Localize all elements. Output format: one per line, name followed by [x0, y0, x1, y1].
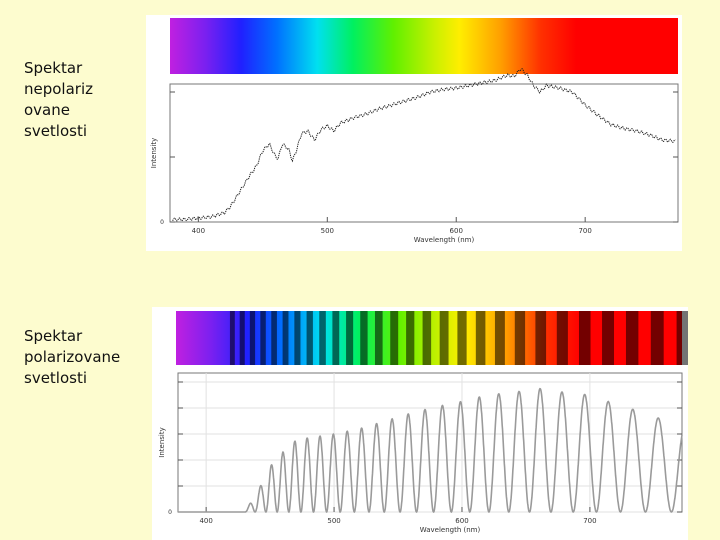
dark-band [578, 311, 591, 365]
dark-band [514, 311, 526, 365]
dark-band [271, 311, 277, 365]
dark-band [249, 311, 256, 365]
dark-band [556, 311, 568, 365]
spectrum-bar [170, 18, 678, 74]
y-axis-label: Intensity [158, 427, 166, 457]
x-tick-label: 400 [199, 517, 212, 525]
dark-band [457, 311, 467, 365]
x-tick-label: 700 [583, 517, 596, 525]
x-axis-label: Wavelength (nm) [420, 526, 481, 534]
dark-band [439, 311, 449, 365]
plot-frame [169, 83, 679, 223]
dark-band [676, 311, 688, 365]
dark-band [260, 311, 266, 365]
x-tick-label: 500 [321, 227, 334, 235]
dark-band [294, 311, 301, 365]
dark-band [239, 311, 245, 365]
x-tick-label: 400 [192, 227, 205, 235]
spectrum-line [172, 68, 676, 222]
polarized-spectrum-chart: 400 500 600 700 0 Wavelength (nm) Intensity [158, 311, 688, 534]
dark-band [406, 311, 415, 365]
dark-band [332, 311, 340, 365]
unpolarized-spectrum-label: Spektar nepolariz ovane svetlosti [24, 59, 94, 140]
y-axis-label: Intensity [150, 138, 158, 168]
interference-bands [229, 311, 688, 365]
x-axis-label: Wavelength (nm) [414, 236, 475, 244]
dark-band [282, 311, 289, 365]
x-tick-label: 500 [327, 517, 340, 525]
unpolarized-spectrum-figure: 400 500 600 700 0 Wavelength (nm) Intensity [146, 15, 682, 251]
dark-band [625, 311, 639, 365]
dark-band [494, 311, 505, 365]
dark-band [346, 311, 354, 365]
polarized-spectrum-figure: 400 500 600 700 0 Wavelength (nm) Intensity [152, 307, 688, 540]
dark-band [475, 311, 486, 365]
dark-band [306, 311, 313, 365]
dark-band [390, 311, 399, 365]
dark-band [650, 311, 664, 365]
dark-band [360, 311, 368, 365]
unpolarized-spectrum-chart: 400 500 600 700 0 Wavelength (nm) Intensity [150, 18, 679, 244]
y-tick-label: 0 [168, 509, 172, 516]
dark-band [374, 311, 383, 365]
x-tick-label: 600 [450, 227, 463, 235]
fringe-line [178, 387, 683, 514]
polarized-spectrum-label: Spektar polarizovane svetlosti [24, 327, 121, 387]
plot-frame [177, 372, 683, 513]
dark-band [229, 311, 235, 365]
x-tick-label: 700 [578, 227, 591, 235]
y-tick-label: 0 [160, 219, 164, 226]
dark-band [535, 311, 547, 365]
dark-band [602, 311, 615, 365]
x-tick-label: 600 [455, 517, 468, 525]
dark-band [422, 311, 432, 365]
dark-band [319, 311, 326, 365]
